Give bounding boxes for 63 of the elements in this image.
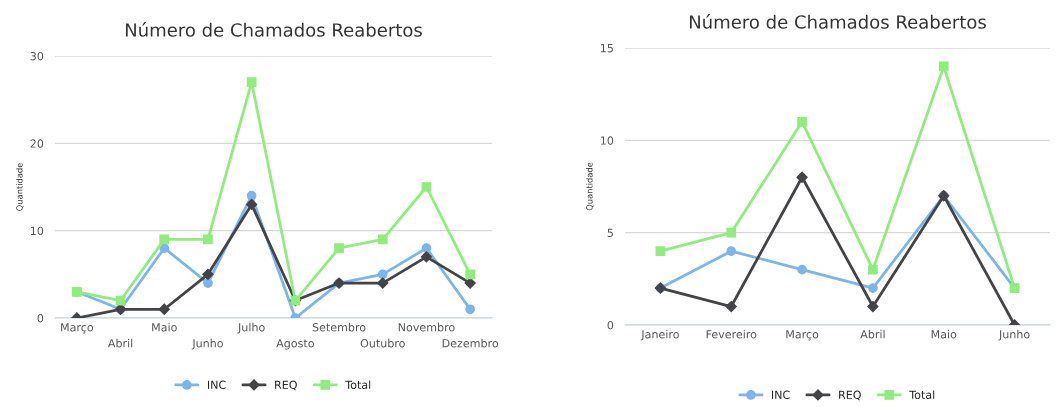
legend-label: REQ (275, 380, 297, 391)
legend-label: Total (345, 380, 371, 389)
point (796, 171, 808, 183)
point (159, 234, 170, 245)
point (159, 243, 170, 253)
point (158, 303, 170, 315)
point (203, 234, 213, 245)
legend-label: INC (207, 380, 226, 389)
point (465, 304, 476, 315)
x-tick-label: Maio (152, 322, 177, 332)
x-tick-label: Abril (860, 329, 885, 339)
y-tick-label: 10 (600, 136, 614, 145)
point (246, 77, 257, 88)
y-tick-label: 30 (30, 51, 44, 61)
x-tick-label: Fevereiro (706, 329, 757, 339)
point (421, 182, 432, 192)
point (797, 264, 807, 275)
point (867, 300, 879, 313)
y-axis-title: Quantidade (586, 162, 594, 211)
legend-label: REQ (839, 390, 861, 401)
x-tick-label: Janeiro (640, 329, 679, 341)
point (797, 117, 807, 127)
y-axis-title: Quantidade (16, 163, 24, 211)
y-tick-label: 15 (600, 44, 613, 53)
point (868, 283, 878, 293)
y-tick-label: 20 (30, 139, 44, 148)
x-tick-label: Abril (107, 338, 133, 348)
x-tick-label: Março (61, 323, 94, 334)
point (377, 277, 389, 289)
point (202, 268, 214, 280)
point (868, 264, 878, 275)
point (725, 300, 737, 313)
y-tick-label: 0 (607, 320, 614, 330)
x-tick-label: Setembro (312, 322, 366, 332)
x-tick-label: Março (786, 330, 819, 341)
point (655, 246, 666, 256)
x-tick-label: Outubro (360, 338, 405, 348)
point (203, 278, 213, 288)
point (334, 243, 344, 253)
legend-label: Total (909, 390, 935, 399)
point (377, 269, 388, 280)
x-tick-label: Dezembro (442, 338, 499, 348)
point (938, 61, 949, 72)
y-tick-label: 10 (30, 226, 44, 236)
point (420, 251, 433, 263)
x-tick-label: Julho (237, 322, 265, 334)
chart-title: Número de Chamados Reabertos (125, 22, 422, 37)
y-tick-label: 0 (37, 313, 44, 323)
point (377, 234, 388, 245)
x-tick-label: Junho (998, 329, 1030, 341)
x-tick-label: Maio (931, 329, 957, 339)
y-tick-label: 5 (607, 228, 613, 238)
point (246, 190, 257, 201)
point (726, 246, 737, 256)
point (726, 227, 737, 238)
x-tick-label: Agosto (276, 339, 314, 350)
point (421, 243, 432, 253)
point (465, 269, 476, 280)
legend-label: INC (771, 390, 790, 399)
point (246, 198, 258, 211)
x-tick-label: Novembro (398, 322, 455, 332)
x-tick-label: Junho (191, 338, 223, 350)
chart-title: Número de Chamados Reabertos (689, 14, 986, 29)
